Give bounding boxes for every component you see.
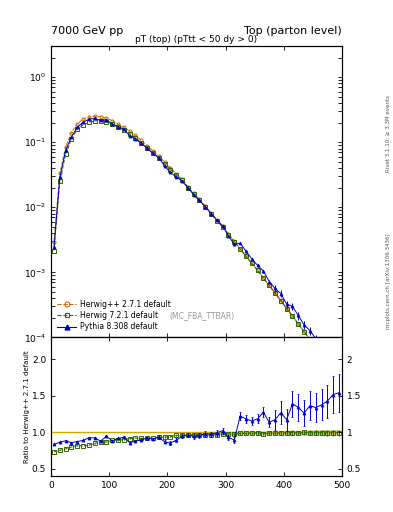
Text: Top (parton level): Top (parton level): [244, 26, 342, 36]
Legend: Herwig++ 2.7.1 default, Herwig 7.2.1 default, Pythia 8.308 default: Herwig++ 2.7.1 default, Herwig 7.2.1 def…: [55, 297, 173, 334]
Y-axis label: Ratio to Herwig++ 2.7.1 default: Ratio to Herwig++ 2.7.1 default: [24, 351, 31, 463]
Text: mcplots.cern.ch [arXiv:1306.3436]: mcplots.cern.ch [arXiv:1306.3436]: [386, 234, 391, 329]
Title: pT (top) (pTtt < 50 dy > 0): pT (top) (pTtt < 50 dy > 0): [136, 35, 257, 44]
Text: (MC_FBA_TTBAR): (MC_FBA_TTBAR): [170, 311, 235, 320]
Text: Rivet 3.1.10; ≥ 3.3M events: Rivet 3.1.10; ≥ 3.3M events: [386, 95, 391, 172]
Text: 7000 GeV pp: 7000 GeV pp: [51, 26, 123, 36]
